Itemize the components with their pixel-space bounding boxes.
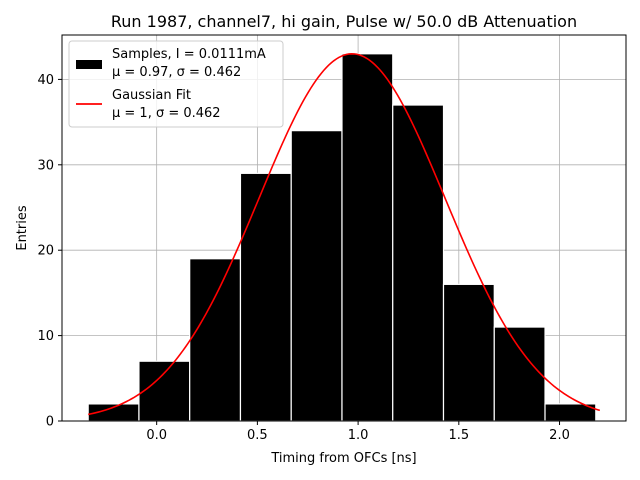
legend: Samples, I = 0.0111mA μ = 0.97, σ = 0.46… [68, 40, 284, 128]
histogram-bar [138, 360, 191, 422]
y-axis-label: Entries [15, 205, 30, 251]
x-axis-label: Timing from OFCs [ns] [270, 451, 416, 466]
legend-stats-fit: μ = 1, σ = 0.462 [112, 106, 221, 121]
y-tick-label: 30 [37, 158, 54, 173]
x-tick-label: 1.5 [448, 428, 469, 443]
histogram-bar [341, 53, 394, 422]
chart-title: Run 1987, channel7, hi gain, Pulse w/ 50… [111, 12, 577, 31]
legend-swatch-samples [76, 60, 102, 69]
legend-label-fit: Gaussian Fit [112, 88, 191, 103]
histogram-bar [442, 283, 495, 422]
x-tick-label: 2.0 [549, 428, 570, 443]
legend-label-samples: Samples, I = 0.0111mA [112, 47, 266, 62]
plot-frame [61, 34, 627, 422]
x-tick-label: 1.0 [348, 428, 369, 443]
x-axis-ticks: 0.0 0.5 1.0 1.5 2.0 [146, 421, 570, 443]
histogram-bar [239, 172, 292, 422]
histogram-bar [392, 104, 445, 422]
histogram-bar [189, 258, 242, 422]
histogram-bar [493, 326, 546, 422]
y-tick-label: 10 [37, 329, 54, 344]
legend-box [68, 40, 284, 128]
y-tick-label: 0 [46, 415, 54, 430]
histogram-bars [87, 53, 597, 422]
y-tick-label: 40 [37, 73, 54, 88]
x-tick-label: 0.5 [247, 428, 268, 443]
x-tick-label: 0.0 [146, 428, 167, 443]
y-tick-label: 20 [37, 244, 54, 259]
legend-stats-samples: μ = 0.97, σ = 0.462 [112, 65, 241, 80]
gaussian-fit-curve [88, 52, 601, 416]
y-axis-ticks: 0 10 20 30 40 [37, 73, 62, 430]
histogram-bar [290, 130, 343, 422]
